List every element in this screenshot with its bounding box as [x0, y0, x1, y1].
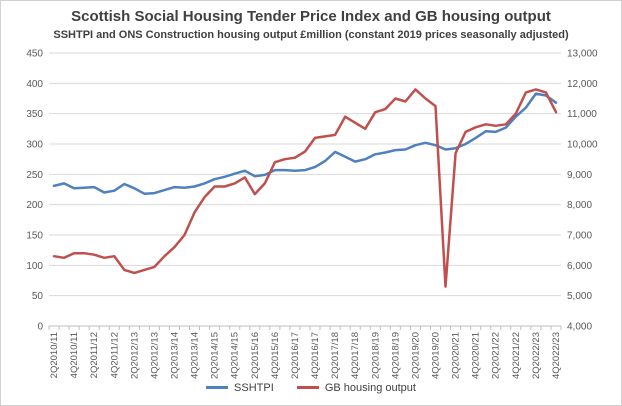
y-right-tick-label: 4,000 — [567, 322, 592, 333]
y-right-tick-label: 13,000 — [567, 49, 598, 60]
y-left-tick-label: 100 — [26, 261, 43, 272]
x-tick-label: 2Q2020/21 — [451, 332, 462, 379]
x-tick-label: 4Q2014/15 — [230, 332, 241, 379]
x-tick-label: 4Q2018/19 — [390, 332, 401, 379]
x-tick-label: 2Q2014/15 — [210, 332, 221, 379]
x-tick-label: 4Q2022/23 — [551, 332, 562, 379]
x-tick-label: 2Q2019/20 — [410, 332, 421, 379]
x-tick-label: 2Q2010/11 — [49, 332, 60, 378]
y-left-tick-label: 50 — [32, 291, 44, 302]
y-right-tick-label: 10,000 — [567, 140, 598, 151]
legend: SSHTPI GB housing output — [1, 380, 621, 394]
x-tick-label: 4Q2012/13 — [149, 332, 160, 379]
y-right-tick-label: 6,000 — [567, 261, 592, 272]
series-line-sshtpi — [52, 92, 558, 195]
y-left-tick-label: 250 — [26, 170, 43, 181]
x-tick-label: 2Q2018/19 — [370, 332, 381, 379]
chart-subtitle: SSHTPI and ONS Construction housing outp… — [53, 29, 569, 41]
x-tick-label: 4Q2011/12 — [109, 332, 120, 378]
x-tick-label: 2Q2015/16 — [250, 332, 261, 379]
x-tick-label: 4Q2010/11 — [69, 332, 80, 378]
legend-swatch-gb-housing-output — [296, 386, 319, 389]
x-tick-label: 4Q2016/17 — [310, 332, 321, 379]
y-right-tick-label: 12,000 — [567, 79, 598, 90]
y-right-tick-label: 9,000 — [567, 170, 592, 181]
x-tick-label: 4Q2017/18 — [350, 332, 361, 379]
x-tick-label: 2Q2022/23 — [531, 332, 542, 379]
x-tick-label: 2Q2012/13 — [129, 332, 140, 379]
x-tick-label: 4Q2013/14 — [190, 332, 201, 379]
x-tick-label: 4Q2021/22 — [511, 332, 522, 379]
legend-swatch-sshtpi — [206, 386, 229, 389]
y-left-tick-label: 300 — [26, 140, 43, 151]
x-tick-label: 4Q2015/16 — [270, 332, 281, 379]
legend-label-gb-housing-output: GB housing output — [324, 381, 416, 394]
series-line-gb-housing-output — [52, 88, 558, 288]
chart-title: Scottish Social Housing Tender Price Ind… — [71, 8, 551, 25]
x-tick-label: 2Q2021/22 — [491, 332, 502, 379]
y-left-tick-label: 0 — [37, 322, 43, 333]
y-left-tick-label: 150 — [26, 231, 43, 242]
y-right-tick-label: 11,000 — [567, 109, 597, 120]
x-tick-label: 4Q2020/21 — [471, 332, 482, 379]
y-left-tick-label: 400 — [26, 79, 43, 90]
legend-item-gb-housing-output: GB housing output — [296, 381, 416, 394]
y-left-tick-label: 200 — [26, 200, 43, 211]
x-tick-label: 2Q2011/12 — [89, 332, 100, 378]
legend-item-sshtpi: SSHTPI — [206, 382, 274, 394]
x-tick-label: 4Q2019/20 — [431, 332, 442, 379]
legend-label-sshtpi: SSHTPI — [234, 381, 274, 394]
x-tick-label: 2Q2013/14 — [169, 332, 180, 379]
x-tick-label: 2Q2016/17 — [290, 332, 301, 379]
y-right-tick-label: 7,000 — [567, 231, 592, 242]
y-right-tick-label: 8,000 — [567, 200, 592, 211]
y-left-tick-label: 350 — [26, 109, 43, 120]
x-tick-label: 2Q2017/18 — [330, 332, 341, 379]
y-left-tick-label: 450 — [26, 49, 43, 60]
y-right-tick-label: 5,000 — [567, 291, 592, 302]
